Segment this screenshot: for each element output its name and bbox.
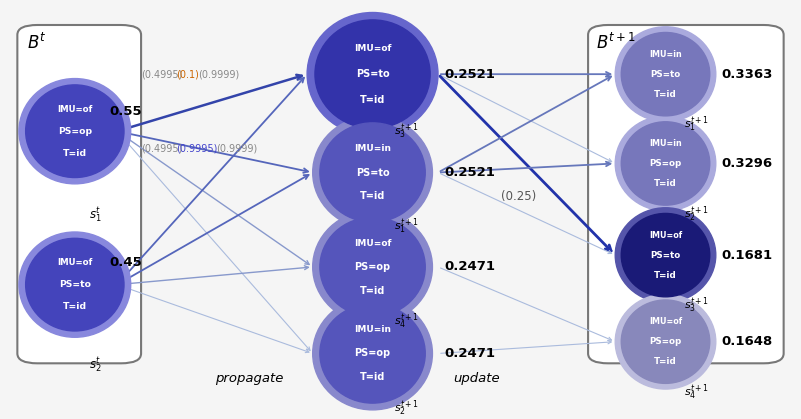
Text: IMU=of: IMU=of [57,105,92,114]
Text: (0.25): (0.25) [501,190,536,203]
Ellipse shape [315,20,430,129]
Text: $B^t$: $B^t$ [27,33,46,53]
Text: IMU=of: IMU=of [649,317,682,326]
Text: (0.4995): (0.4995) [141,144,183,154]
Ellipse shape [312,297,433,410]
Text: $s_4^{t+1}$: $s_4^{t+1}$ [684,382,709,402]
Text: $s_2^t$: $s_2^t$ [89,355,102,375]
Text: $s_2^{t+1}$: $s_2^{t+1}$ [394,399,419,418]
Text: T=id: T=id [62,302,87,311]
Text: IMU=in: IMU=in [354,325,391,334]
Text: PS=op: PS=op [355,349,391,359]
Text: 0.45: 0.45 [109,256,142,269]
Text: $s_1^{t+1}$: $s_1^{t+1}$ [394,217,419,236]
FancyBboxPatch shape [588,25,783,363]
Text: PS=to: PS=to [356,168,389,178]
Ellipse shape [19,79,131,184]
Text: PS=to: PS=to [58,280,91,289]
Text: T=id: T=id [654,357,677,366]
Text: PS=op: PS=op [650,159,682,168]
Text: 0.2471: 0.2471 [445,347,495,360]
Text: 0.3296: 0.3296 [722,157,772,170]
Ellipse shape [615,208,716,303]
Ellipse shape [622,213,710,297]
Text: 0.1681: 0.1681 [722,248,772,261]
Ellipse shape [26,238,124,331]
Text: IMU=in: IMU=in [354,144,391,153]
Text: $B^{t+1}$: $B^{t+1}$ [596,33,636,53]
Text: PS=op: PS=op [58,127,92,136]
Text: $s_1^t$: $s_1^t$ [89,206,102,225]
Text: 0.2471: 0.2471 [445,261,495,274]
Ellipse shape [320,123,425,222]
Text: 0.2521: 0.2521 [445,166,495,179]
Text: update: update [453,372,500,385]
Text: $s_4^{t+1}$: $s_4^{t+1}$ [394,311,419,331]
Text: IMU=of: IMU=of [649,231,682,240]
Ellipse shape [312,210,433,323]
Text: $s_3^{t+1}$: $s_3^{t+1}$ [684,296,709,315]
Text: (0.9999): (0.9999) [216,144,258,154]
Ellipse shape [622,300,710,383]
Ellipse shape [615,294,716,389]
Text: T=id: T=id [654,271,677,279]
Text: T=id: T=id [360,372,385,382]
Ellipse shape [26,85,124,178]
Text: T=id: T=id [360,95,385,105]
Text: propagate: propagate [215,372,283,385]
Text: T=id: T=id [654,179,677,188]
Text: (0.1): (0.1) [176,69,199,79]
Text: $s_1^{t+1}$: $s_1^{t+1}$ [684,115,709,134]
Text: IMU=of: IMU=of [354,44,392,53]
Text: $s_3^{t+1}$: $s_3^{t+1}$ [394,122,419,141]
Ellipse shape [622,33,710,116]
Ellipse shape [320,304,425,403]
Text: T=id: T=id [654,90,677,98]
Text: PS=to: PS=to [356,69,389,79]
Text: 0.1648: 0.1648 [722,335,773,348]
Text: PS=op: PS=op [355,262,391,272]
Text: PS=op: PS=op [650,337,682,346]
Text: T=id: T=id [360,191,385,201]
Ellipse shape [615,116,716,211]
Text: PS=to: PS=to [650,70,681,79]
Ellipse shape [19,232,131,337]
Text: IMU=of: IMU=of [354,239,392,248]
Text: IMU=of: IMU=of [57,258,92,267]
Text: $s_2^{t+1}$: $s_2^{t+1}$ [684,204,709,224]
Text: 0.2521: 0.2521 [445,67,495,81]
Ellipse shape [320,217,425,317]
Text: PS=to: PS=to [650,251,681,260]
Ellipse shape [615,27,716,122]
Text: (0.4995): (0.4995) [141,69,183,79]
Ellipse shape [622,122,710,205]
Text: IMU=in: IMU=in [649,139,682,148]
Ellipse shape [312,116,433,229]
Text: 0.3363: 0.3363 [722,67,773,81]
Text: 0.55: 0.55 [109,105,142,118]
Text: (0.9995): (0.9995) [176,144,218,154]
Text: (0.9999): (0.9999) [198,69,239,79]
Text: IMU=in: IMU=in [649,50,682,59]
Text: T=id: T=id [360,286,385,296]
Ellipse shape [307,13,438,136]
Text: T=id: T=id [62,149,87,158]
FancyBboxPatch shape [18,25,141,363]
